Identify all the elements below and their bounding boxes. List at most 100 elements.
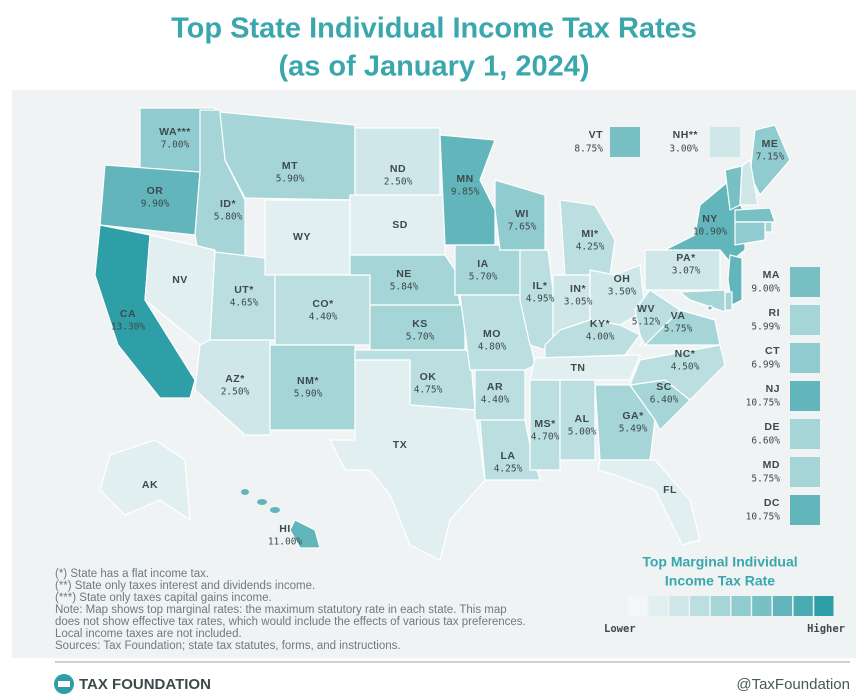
- state-abbr: VA: [671, 310, 686, 322]
- state-abbr: ME: [762, 138, 779, 150]
- callout-rate: 5.99%: [751, 322, 780, 333]
- state-abbr: NV: [172, 274, 188, 286]
- state-abbr: MN: [456, 173, 473, 185]
- state-rate: 4.95%: [526, 294, 555, 305]
- state-abbr: ID*: [220, 198, 237, 210]
- callout-rate: 9.00%: [751, 284, 780, 295]
- callout-abbr: RI: [769, 307, 781, 319]
- callout-abbr: NH**: [673, 129, 699, 141]
- callout-rate: 6.60%: [751, 436, 780, 447]
- state-shape: [269, 344, 356, 431]
- legend-swatch: [793, 596, 813, 616]
- title-line: (as of January 1, 2024): [278, 51, 589, 83]
- state-shape: [219, 111, 356, 201]
- callout-rate: 6.99%: [751, 360, 780, 371]
- legend-high: Higher: [807, 623, 845, 635]
- note-line: (**) State only taxes interest and divid…: [55, 580, 315, 592]
- state-shape: [707, 305, 713, 311]
- state-abbr: NE: [396, 268, 412, 280]
- legend-swatch: [814, 596, 834, 616]
- state-rate: 6.40%: [650, 395, 679, 406]
- legend-low: Lower: [604, 623, 636, 635]
- state-shape: [594, 384, 656, 461]
- state-rate: 4.00%: [586, 332, 615, 343]
- island: [257, 499, 267, 505]
- state-shape: [99, 439, 191, 521]
- callout-swatch: [790, 381, 820, 411]
- state-shape: [724, 291, 733, 311]
- state-abbr: AL: [575, 413, 590, 425]
- state-rate: 4.25%: [494, 464, 523, 475]
- state-abbr: WY: [293, 231, 311, 243]
- note-line: (***) State only taxes capital gains inc…: [55, 592, 272, 604]
- state-shape: [274, 274, 371, 346]
- state-rate: 4.80%: [478, 342, 507, 353]
- state-abbr: WV: [637, 303, 655, 315]
- state-abbr: IA: [477, 258, 489, 270]
- state-shape: [454, 244, 521, 296]
- state-abbr: MO: [483, 328, 501, 340]
- state-abbr: GA*: [622, 410, 644, 422]
- state-shape: [289, 519, 321, 549]
- state-rate: 5.70%: [469, 272, 498, 283]
- state-abbr: AR: [487, 381, 503, 393]
- note-line: does not show effective tax rates, which…: [55, 616, 526, 628]
- state-abbr: MI*: [581, 228, 599, 240]
- callout-rate: 10.75%: [746, 398, 781, 409]
- notes: (*) State has a flat income tax.(**) Sta…: [55, 568, 526, 652]
- state-rate: 11.00%: [268, 537, 303, 548]
- state-rate: 13.30%: [111, 322, 146, 333]
- callout-swatch: [790, 305, 820, 335]
- state-abbr: CA: [120, 308, 136, 320]
- legend-swatch: [690, 596, 710, 616]
- state-shape: [209, 251, 276, 341]
- callout-swatch: [790, 419, 820, 449]
- state-rate: 4.75%: [414, 385, 443, 396]
- callout-swatch: [790, 457, 820, 487]
- legend-swatch: [669, 596, 689, 616]
- state-rate: 3.07%: [672, 266, 701, 277]
- callout-abbr: MD: [763, 459, 780, 471]
- state-abbr: PA*: [676, 252, 696, 264]
- state-abbr: NM*: [297, 375, 319, 387]
- callout-abbr: MA: [763, 269, 780, 281]
- state-abbr: NC*: [675, 348, 696, 360]
- island: [241, 489, 249, 495]
- state-rate: 5.75%: [664, 324, 693, 335]
- state-rate: 7.65%: [508, 222, 537, 233]
- state-abbr: WA***: [159, 126, 191, 138]
- callout-swatch: [710, 127, 740, 157]
- state-shape: [634, 289, 681, 346]
- state-shape: [459, 294, 536, 371]
- state-abbr: OH: [614, 273, 631, 285]
- callout-swatch: [790, 267, 820, 297]
- state-shape: [194, 339, 271, 436]
- state-shape: [734, 207, 776, 223]
- state-rate: 5.12%: [632, 317, 661, 328]
- state-rate: 5.49%: [619, 424, 648, 435]
- state-rate: 9.90%: [141, 199, 170, 210]
- state-shape: [764, 221, 773, 233]
- island: [270, 507, 280, 513]
- state-rate: 5.00%: [568, 427, 597, 438]
- state-rate: 3.50%: [608, 287, 637, 298]
- state-rate: 2.50%: [384, 177, 413, 188]
- state-rate: 5.80%: [214, 212, 243, 223]
- state-abbr: IL*: [533, 280, 548, 292]
- note-line: Local income taxes are not included.: [55, 628, 242, 640]
- handle: @TaxFoundation: [736, 676, 850, 693]
- state-shape: [529, 379, 561, 471]
- legend-swatch: [710, 596, 730, 616]
- callout-rate: 5.75%: [751, 474, 780, 485]
- state-rate: 3.05%: [564, 297, 593, 308]
- state-shape: [329, 359, 486, 561]
- state-rate: 9.85%: [451, 187, 480, 198]
- legend-title: Income Tax Rate: [665, 573, 775, 589]
- state-abbr: LA: [501, 450, 516, 462]
- state-shape: [529, 354, 641, 381]
- state-shape: [559, 379, 596, 461]
- legend-swatch: [772, 596, 793, 616]
- callout-rate: 8.75%: [574, 144, 603, 155]
- callout-swatch: [790, 343, 820, 373]
